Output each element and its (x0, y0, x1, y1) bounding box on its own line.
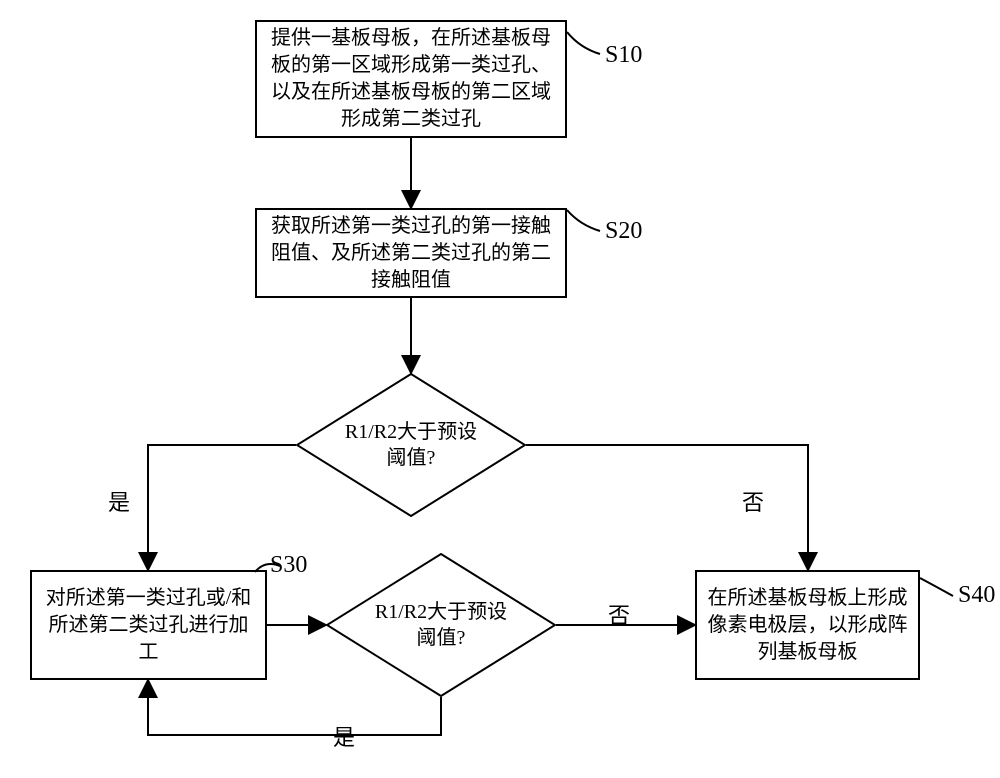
edge-label: 否 (608, 598, 630, 630)
decision-d2: R1/R2大于预设阈值? (326, 553, 556, 697)
decision-d1-text: R1/R2大于预设阈值? (345, 419, 477, 471)
edge-label: 是 (108, 485, 130, 517)
process-s10-text: 提供一基板母板，在所述基板母板的第一区域形成第一类过孔、以及在所述基板母板的第二… (267, 25, 555, 133)
edge-label: 是 (333, 720, 355, 752)
edge-label: 否 (742, 485, 764, 517)
process-s10: 提供一基板母板，在所述基板母板的第一区域形成第一类过孔、以及在所述基板母板的第二… (255, 20, 567, 138)
decision-d1: R1/R2大于预设阈值? (296, 373, 526, 517)
process-s40: 在所述基板母板上形成像素电极层，以形成阵列基板母板 (695, 570, 920, 680)
process-s20-text: 获取所述第一类过孔的第一接触阻值、及所述第二类过孔的第二接触阻值 (267, 213, 555, 294)
step-label-s10: S10 (605, 42, 642, 69)
decision-d2-text: R1/R2大于预设阈值? (375, 599, 507, 651)
process-s30: 对所述第一类过孔或/和所述第二类过孔进行加工 (30, 570, 267, 680)
step-label-s40: S40 (958, 582, 995, 609)
process-s20: 获取所述第一类过孔的第一接触阻值、及所述第二类过孔的第二接触阻值 (255, 208, 567, 298)
process-s40-text: 在所述基板母板上形成像素电极层，以形成阵列基板母板 (707, 585, 908, 666)
step-label-s30: S30 (270, 552, 307, 579)
step-label-s20: S20 (605, 218, 642, 245)
process-s30-text: 对所述第一类过孔或/和所述第二类过孔进行加工 (42, 585, 255, 666)
